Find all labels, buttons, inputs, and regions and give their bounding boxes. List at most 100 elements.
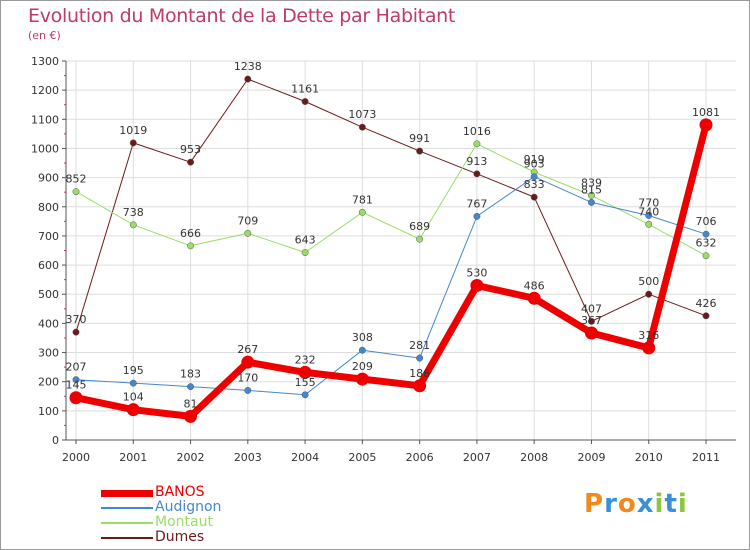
series-line-montaut — [75, 143, 707, 257]
point-dumes — [588, 317, 595, 325]
data-label: 919 — [524, 153, 545, 166]
point-banos — [527, 291, 541, 305]
x-tick-label: 2000 — [62, 451, 90, 464]
data-label: 815 — [581, 183, 602, 196]
x-tick-label: 2008 — [520, 451, 548, 464]
data-label: 852 — [66, 173, 87, 186]
y-tick-label: 0 — [52, 434, 59, 447]
data-label: 500 — [638, 275, 659, 288]
data-label: 709 — [237, 214, 258, 227]
data-label: 267 — [237, 343, 258, 356]
x-tick-label: 2003 — [234, 451, 262, 464]
point-dumes — [244, 75, 252, 83]
data-label: 81 — [184, 397, 198, 410]
y-tick-label: 400 — [38, 317, 59, 330]
point-dumes — [187, 158, 194, 166]
x-tick-label: 2011 — [692, 451, 720, 464]
legend-label: Montaut — [155, 514, 213, 530]
series-lines — [72, 78, 710, 420]
x-tick-label: 2001 — [119, 451, 147, 464]
point-montaut — [702, 252, 710, 260]
legend-swatch — [101, 489, 153, 497]
data-label: 913 — [466, 155, 487, 168]
y-tick-label: 1000 — [31, 142, 59, 155]
point-montaut — [187, 242, 194, 250]
point-banos — [699, 118, 713, 132]
data-label: 367 — [581, 314, 602, 327]
data-label: 666 — [180, 227, 201, 240]
data-label: 1019 — [119, 124, 147, 137]
point-montaut — [244, 229, 252, 237]
plot-area — [66, 61, 736, 440]
point-dumes — [129, 139, 137, 147]
data-label: 903 — [524, 158, 545, 171]
proxiti-logo: Proxiti — [584, 489, 688, 519]
point-banos — [184, 409, 198, 423]
series-line-audignon — [75, 176, 707, 396]
y-tick-label: 900 — [38, 172, 59, 185]
y-tick-label: 1200 — [31, 84, 59, 97]
point-audignon — [588, 198, 595, 206]
data-label: 207 — [66, 361, 87, 374]
logo-letter: r — [604, 489, 618, 519]
logo-letter: t — [664, 489, 678, 519]
point-montaut — [416, 235, 424, 243]
x-tick-label: 2004 — [291, 451, 319, 464]
data-label: 953 — [180, 143, 201, 156]
data-label: 632 — [696, 237, 717, 250]
y-tick-label: 700 — [38, 230, 59, 243]
data-label: 232 — [295, 353, 316, 366]
point-montaut — [588, 191, 595, 199]
data-labels: 145 104 81 267 232 209 186 530 486 367 316 1081 207 1… — [66, 60, 721, 410]
point-audignon — [530, 173, 538, 181]
y-tick-label: 1100 — [31, 113, 59, 126]
legend-swatch — [101, 537, 153, 539]
point-banos — [642, 341, 656, 355]
point-audignon — [645, 212, 653, 219]
data-label: 689 — [409, 220, 430, 233]
data-label: 781 — [352, 193, 373, 206]
legend-swatch — [101, 522, 153, 524]
logo-letter: P — [584, 489, 605, 519]
series-line-dumes — [75, 78, 707, 333]
y-tick-label: 800 — [38, 201, 59, 214]
y-tick-label: 1300 — [31, 55, 59, 68]
data-label: 281 — [409, 339, 430, 352]
point-audignon — [358, 346, 366, 354]
series-line-banos — [72, 121, 710, 420]
x-tick-label: 2009 — [577, 451, 605, 464]
point-banos — [470, 278, 484, 292]
point-montaut — [473, 140, 481, 148]
point-banos — [584, 326, 598, 340]
x-tick-label: 2005 — [348, 451, 376, 464]
point-montaut — [358, 208, 366, 216]
data-label: 706 — [696, 215, 717, 228]
logo-letter: o — [617, 489, 637, 519]
data-label: 530 — [466, 266, 487, 279]
data-label: 991 — [409, 132, 430, 145]
point-dumes — [473, 170, 481, 178]
point-audignon — [187, 383, 194, 391]
y-tick-label: 600 — [38, 259, 59, 272]
point-banos — [413, 379, 427, 393]
point-montaut — [645, 220, 653, 228]
point-banos — [241, 355, 255, 369]
point-audignon — [702, 230, 710, 238]
data-label: 1016 — [463, 125, 491, 138]
point-banos — [298, 365, 312, 379]
point-dumes — [530, 193, 538, 201]
data-label: 186 — [409, 367, 430, 380]
data-label: 370 — [66, 313, 87, 326]
point-dumes — [645, 290, 653, 298]
point-audignon — [301, 391, 309, 399]
point-audignon — [244, 386, 252, 394]
data-label: 209 — [352, 360, 373, 373]
point-audignon — [129, 379, 137, 387]
data-label: 767 — [466, 197, 487, 210]
data-label: 308 — [352, 331, 373, 344]
y-tick-label: 100 — [38, 405, 59, 418]
data-label: 770 — [638, 197, 659, 210]
x-tick-label: 2010 — [635, 451, 663, 464]
point-dumes — [358, 123, 366, 131]
legend-label: Audignon — [155, 499, 222, 515]
